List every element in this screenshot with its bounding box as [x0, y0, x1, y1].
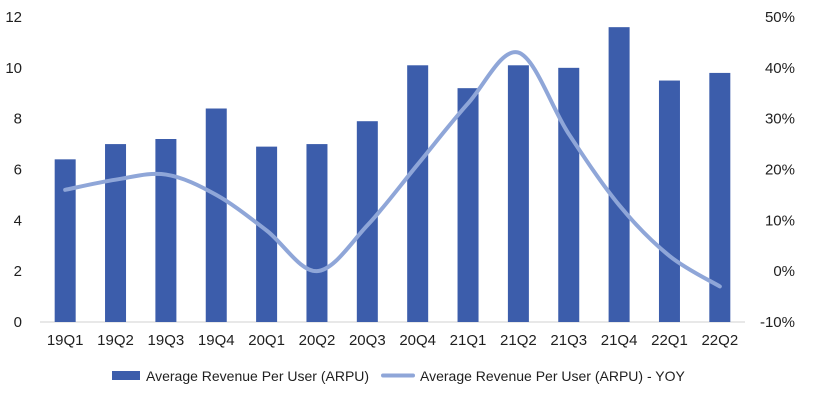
legend-bar-swatch [112, 371, 140, 380]
right-tick-label: 10% [765, 212, 795, 229]
right-tick-label: 30% [765, 111, 795, 128]
x-tick-label: 22Q1 [651, 332, 688, 349]
bar-22Q2 [709, 72, 731, 323]
bar-21Q3 [558, 67, 580, 322]
bar-19Q3 [155, 139, 177, 322]
left-tick-label: 2 [14, 263, 22, 280]
x-tick-label: 19Q4 [198, 332, 235, 349]
x-axis-ticks: 19Q1 19Q2 19Q3 19Q4 20Q1 20Q2 20Q3 20Q4 21Q1 21Q2… [47, 332, 738, 349]
x-tick-label: 19Q3 [148, 332, 185, 349]
right-tick-label: 40% [765, 60, 795, 77]
left-tick-label: 4 [14, 212, 22, 229]
x-tick-label: 20Q3 [349, 332, 386, 349]
x-tick-label: 20Q2 [299, 332, 336, 349]
left-tick-label: 0 [14, 314, 22, 331]
left-tick-label: 10 [5, 60, 22, 77]
bar-22Q1 [658, 80, 680, 323]
bar-21Q2 [507, 65, 529, 323]
legend: Average Revenue Per User (ARPU) Average … [112, 368, 685, 384]
x-tick-label: 20Q1 [248, 332, 285, 349]
left-tick-label: 12 [5, 9, 22, 26]
x-tick-label: 22Q2 [701, 332, 738, 349]
legend-bar-label: Average Revenue Per User (ARPU) [146, 368, 369, 384]
right-axis-ticks: -10% 0% 10% 20% 30% 40% 50% [760, 9, 795, 331]
bar-21Q1 [457, 88, 479, 323]
right-tick-label: 0% [773, 263, 795, 280]
x-tick-label: 19Q1 [47, 332, 84, 349]
bar-19Q1 [54, 159, 76, 322]
x-tick-label: 21Q3 [550, 332, 587, 349]
bar-21Q4 [608, 27, 630, 323]
left-tick-label: 8 [14, 111, 22, 128]
x-tick-label: 20Q4 [399, 332, 436, 349]
bar-19Q4 [205, 108, 227, 322]
right-tick-label: 50% [765, 9, 795, 26]
bar-20Q4 [407, 65, 429, 323]
right-tick-label: 20% [765, 162, 795, 179]
x-tick-label: 21Q4 [601, 332, 638, 349]
x-tick-label: 19Q2 [97, 332, 134, 349]
bar-series [54, 27, 731, 323]
x-tick-label: 21Q2 [500, 332, 537, 349]
left-axis-ticks: 0 2 4 6 8 10 12 [5, 9, 22, 331]
bar-20Q2 [306, 144, 328, 322]
bar-20Q3 [356, 121, 378, 322]
x-tick-label: 21Q1 [450, 332, 487, 349]
legend-line-label: Average Revenue Per User (ARPU) - YOY [420, 368, 685, 384]
bar-20Q1 [256, 146, 278, 322]
left-tick-label: 6 [14, 162, 22, 179]
yoy-line-series [63, 50, 722, 289]
right-tick-label: -10% [760, 314, 795, 331]
bar-19Q2 [105, 144, 127, 322]
